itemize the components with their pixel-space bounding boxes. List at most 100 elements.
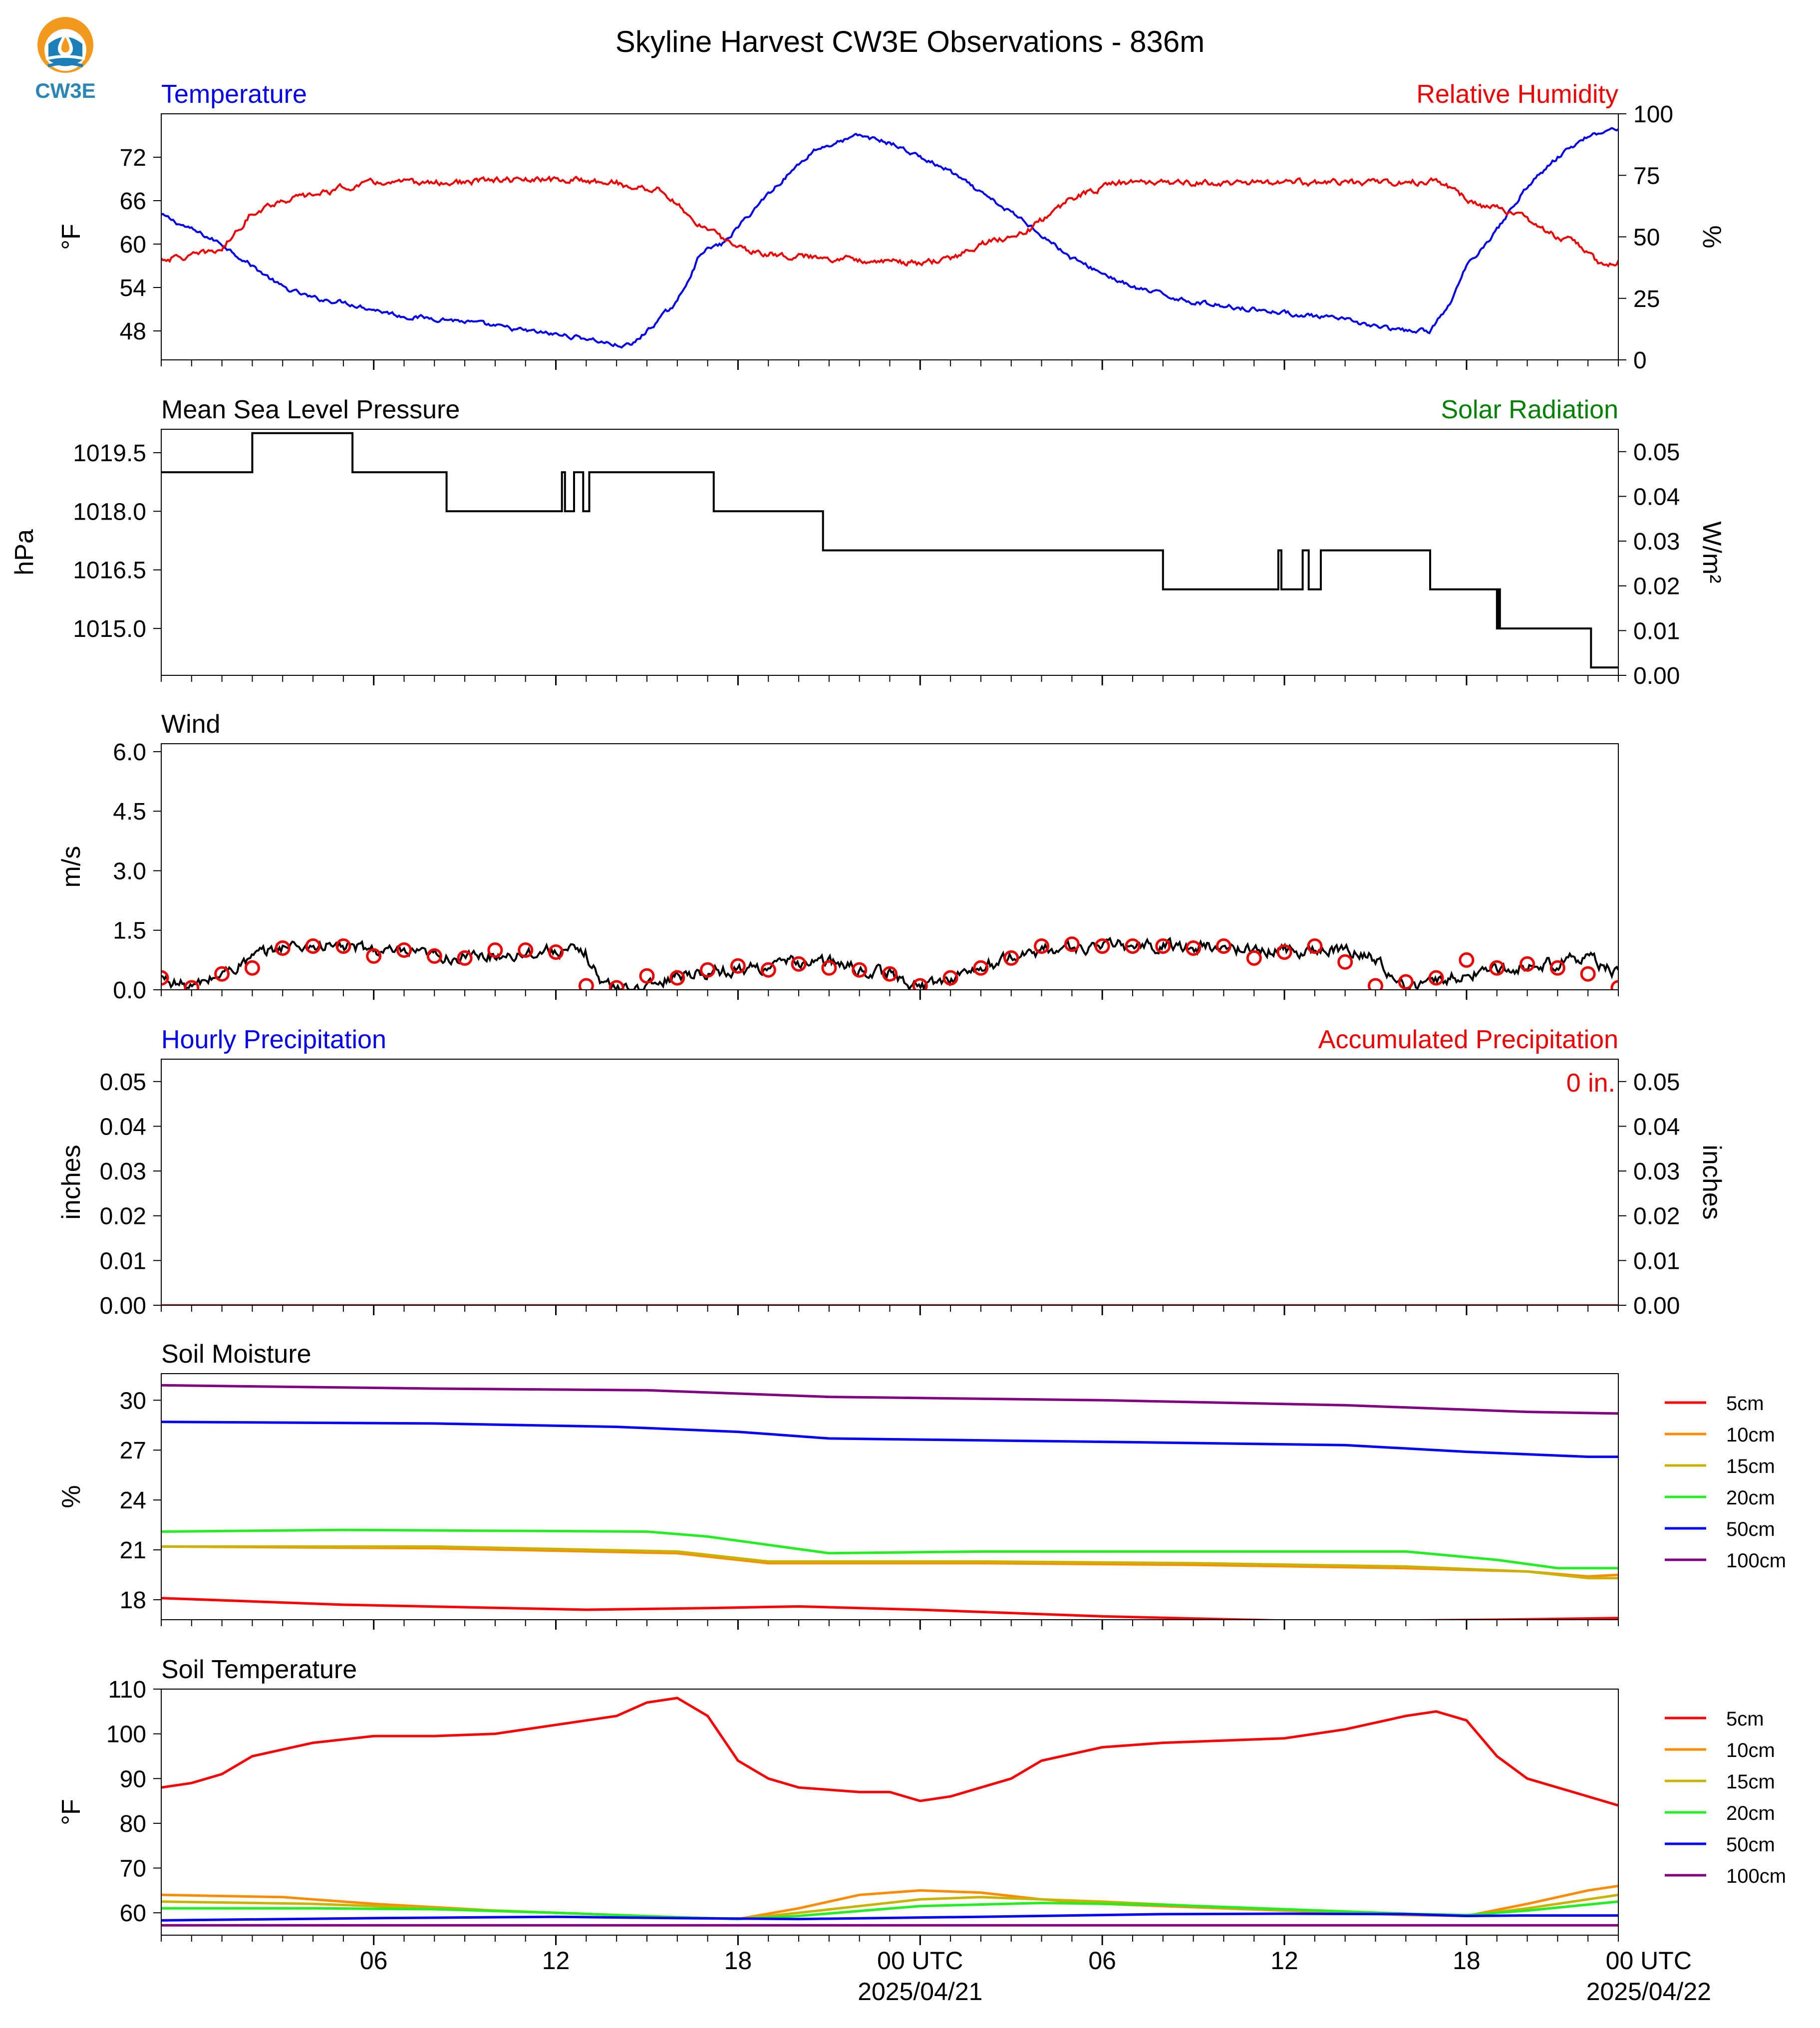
- y-tick-label: 48: [120, 318, 146, 345]
- wind-gust-marker: [1155, 938, 1171, 954]
- panel-precip: 0.00 0.01 0.02 0.03 0.04 0.05 0.00 0.01 0.02 0.03…: [57, 1025, 1726, 1319]
- wind-gust-marker: [730, 958, 746, 974]
- y-tick-label: 0.01: [100, 1248, 146, 1274]
- x-tick-label: 00 UTC: [877, 1947, 963, 1975]
- wind-gust-marker: [244, 960, 260, 976]
- x-tick-label: 00 UTC: [1606, 1947, 1692, 1975]
- y2-tick-label: 0.00: [1633, 663, 1680, 689]
- panel-right-title: Relative Humidity: [1416, 80, 1618, 109]
- wind-gust-marker: [1094, 938, 1110, 954]
- wind-gust-marker: [366, 948, 382, 964]
- wind-gust-marker: [882, 966, 898, 982]
- y-tick-label: 60: [120, 232, 146, 258]
- y2-tick-label: 0.04: [1633, 1114, 1680, 1140]
- x-tick-label: 12: [542, 1947, 570, 1975]
- series-line-soil_moisture-15cm: [161, 1545, 1618, 1580]
- wind-gust-marker: [1337, 954, 1353, 970]
- y-tick-label: 1019.5: [73, 440, 146, 467]
- y2-tick-label: 75: [1633, 163, 1660, 189]
- y-tick-label: 54: [120, 275, 146, 301]
- y-axis-label: inches: [57, 1145, 86, 1219]
- y-tick-label: 0.02: [100, 1203, 146, 1230]
- series-line-soil_temp-50cm: [161, 1912, 1618, 1922]
- wind-gust-marker: [1610, 980, 1618, 990]
- wind-gust-marker: [1489, 960, 1505, 976]
- legend-label-50cm: 50cm: [1726, 1518, 1775, 1540]
- panel-left-title: Hourly Precipitation: [161, 1025, 386, 1054]
- legend-label-100cm: 100cm: [1726, 1865, 1786, 1887]
- y2-tick-label: 50: [1633, 225, 1660, 251]
- y2-tick-label: 0.02: [1633, 574, 1680, 600]
- wind-gust-marker: [1003, 950, 1019, 966]
- legend-label-15cm: 15cm: [1726, 1455, 1775, 1477]
- wind-gust-marker: [457, 950, 473, 966]
- y-tick-label: 60: [120, 1900, 146, 1927]
- cw3e-logo: CW3E: [35, 17, 96, 102]
- legend-label-5cm: 5cm: [1726, 1393, 1764, 1415]
- panel-right-title: Solar Radiation: [1441, 395, 1618, 424]
- y2-tick-label: 0: [1633, 347, 1647, 374]
- legend-label-15cm: 15cm: [1726, 1771, 1775, 1793]
- x-tick-label: 12: [1270, 1947, 1298, 1975]
- wind-gust-marker: [1459, 952, 1475, 968]
- wind-gust-marker: [821, 960, 837, 976]
- wind-gust-marker: [161, 970, 169, 986]
- y-tick-label: 0.05: [100, 1069, 146, 1096]
- legend-label-5cm: 5cm: [1726, 1708, 1764, 1730]
- x-tick-label: 18: [1453, 1947, 1481, 1975]
- y2-axis-label: inches: [1697, 1145, 1726, 1219]
- wind-gust-marker: [608, 980, 624, 990]
- wind-gust-marker: [305, 938, 321, 954]
- logo-text: CW3E: [35, 79, 95, 102]
- y-tick-label: 80: [120, 1811, 146, 1837]
- wind-gust-marker: [1549, 960, 1565, 976]
- y-axis-label: °F: [57, 1799, 86, 1825]
- wind-gust-marker: [426, 948, 442, 964]
- y2-tick-label: 0.01: [1633, 618, 1680, 644]
- legend-label-10cm: 10cm: [1726, 1739, 1775, 1761]
- wind-gust-marker: [639, 968, 655, 984]
- y-axis-label: hPa: [10, 529, 39, 576]
- y-tick-label: 70: [120, 1856, 146, 1882]
- wind-gust-marker: [578, 978, 594, 990]
- y-tick-label: 1.5: [113, 918, 146, 944]
- y-tick-label: 0.04: [100, 1114, 146, 1140]
- wind-gust-marker: [1580, 966, 1596, 982]
- y2-tick-label: 0.04: [1633, 484, 1680, 510]
- series-line-temp_rh-left-0: [161, 127, 1618, 349]
- wind-gust-marker: [396, 942, 412, 958]
- y2-axis-label: %: [1697, 225, 1726, 248]
- wind-gust-marker: [1064, 936, 1080, 952]
- wind-gust-marker: [1186, 940, 1202, 956]
- legend-label-50cm: 50cm: [1726, 1834, 1775, 1856]
- wind-gust-marker: [1034, 938, 1050, 954]
- wind-gust-marker: [973, 960, 989, 976]
- y2-tick-label: 100: [1633, 101, 1673, 128]
- legend-label-20cm: 20cm: [1726, 1487, 1775, 1509]
- series-line-pressure-left-0: [161, 432, 1618, 669]
- wind-gust-marker: [791, 956, 807, 972]
- y2-tick-label: 0.05: [1633, 439, 1680, 466]
- y-tick-label: 24: [120, 1487, 146, 1514]
- x-tick-label: 18: [724, 1947, 752, 1975]
- y2-tick-label: 0.03: [1633, 1159, 1680, 1185]
- wind-gust-marker: [1125, 938, 1141, 954]
- series-line-soil_moisture-20cm: [161, 1528, 1618, 1570]
- panel-wind: 0.0 1.5 3.0 4.5 6.0 Wind m/s: [57, 710, 1619, 1004]
- wind-gust-marker: [700, 962, 716, 978]
- y-tick-label: 90: [120, 1766, 146, 1792]
- y-tick-label: 110: [108, 1677, 146, 1703]
- panel-left-title: Mean Sea Level Pressure: [161, 395, 460, 424]
- wind-gust-marker: [942, 970, 958, 986]
- wind-gust-marker: [852, 962, 868, 978]
- series-line-wind-left-0: [161, 936, 1618, 990]
- y2-tick-label: 0.03: [1633, 529, 1680, 555]
- y-tick-label: 72: [120, 145, 146, 171]
- y-axis-label: °F: [57, 224, 86, 250]
- wind-gust-marker: [760, 962, 776, 978]
- y-tick-label: 0.00: [100, 1293, 146, 1319]
- wind-gust-marker: [184, 980, 200, 990]
- y2-tick-label: 0.00: [1633, 1293, 1680, 1319]
- panel-left-title: Wind: [161, 710, 220, 739]
- y-tick-label: 1016.5: [73, 558, 146, 584]
